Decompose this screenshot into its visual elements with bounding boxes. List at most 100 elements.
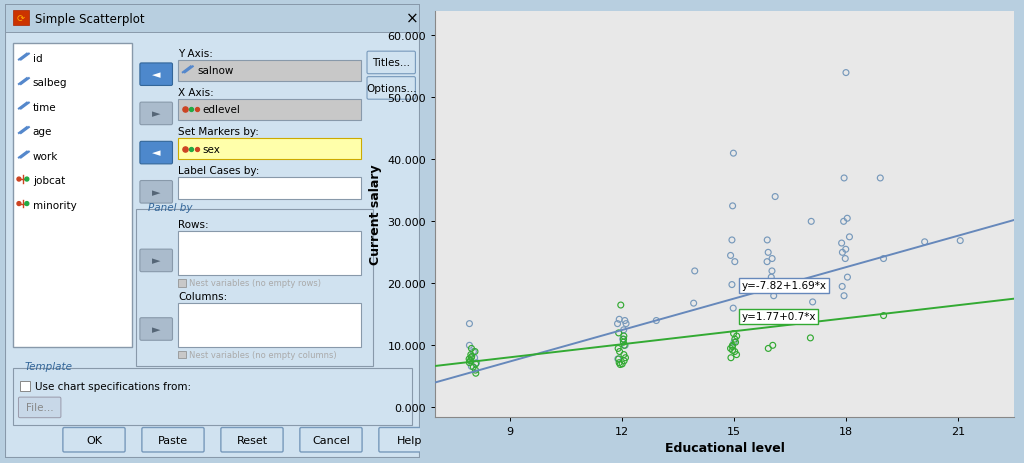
Text: Titles...: Titles... xyxy=(372,58,411,68)
Text: ×: × xyxy=(406,12,419,27)
X-axis label: Educational level: Educational level xyxy=(665,441,784,454)
Point xyxy=(188,146,205,153)
Point xyxy=(838,70,854,77)
Text: y=-7.82+1.69*x: y=-7.82+1.69*x xyxy=(741,281,826,291)
Text: Reset: Reset xyxy=(237,435,267,445)
FancyBboxPatch shape xyxy=(18,397,60,418)
Point xyxy=(466,354,482,362)
Point xyxy=(463,351,479,358)
Bar xyxy=(178,303,360,347)
Text: Rows:: Rows: xyxy=(178,219,209,230)
Point xyxy=(686,268,702,275)
Point xyxy=(612,302,629,309)
Point xyxy=(468,360,484,368)
Point xyxy=(615,336,632,343)
Text: jobcat: jobcat xyxy=(33,175,65,186)
Text: minority: minority xyxy=(33,200,77,210)
Point xyxy=(728,332,744,340)
Text: Use chart specifications from:: Use chart specifications from: xyxy=(35,381,190,391)
FancyBboxPatch shape xyxy=(140,250,172,272)
Text: ⟳: ⟳ xyxy=(16,14,25,24)
Point xyxy=(760,249,776,257)
Text: Cancel: Cancel xyxy=(312,435,350,445)
Point xyxy=(872,175,889,182)
Point xyxy=(727,258,743,266)
Point xyxy=(725,330,741,338)
Point xyxy=(876,312,892,319)
Point xyxy=(722,345,738,352)
Point xyxy=(727,339,743,346)
Point xyxy=(759,237,775,244)
Bar xyxy=(178,232,360,275)
Point xyxy=(724,347,740,354)
FancyBboxPatch shape xyxy=(142,427,204,452)
Text: Options...: Options... xyxy=(366,84,417,94)
Point xyxy=(840,274,856,281)
Point xyxy=(836,218,852,225)
Point xyxy=(616,317,633,325)
Text: File...: File... xyxy=(26,402,53,413)
Point xyxy=(617,320,634,328)
Text: time: time xyxy=(33,102,56,113)
Point xyxy=(611,348,628,356)
Point xyxy=(610,330,627,337)
Bar xyxy=(178,60,360,82)
Point xyxy=(685,300,701,307)
Text: Nest variables (no empty columns): Nest variables (no empty columns) xyxy=(188,350,337,359)
Point xyxy=(725,150,741,157)
Point xyxy=(461,359,477,367)
Point xyxy=(805,299,821,306)
Point xyxy=(188,106,205,114)
Point xyxy=(464,353,480,360)
Text: Y Axis:: Y Axis: xyxy=(178,49,213,58)
Point xyxy=(802,334,818,342)
Point xyxy=(463,363,479,370)
Point xyxy=(839,215,855,223)
Point xyxy=(615,326,632,334)
Bar xyxy=(13,369,412,425)
FancyBboxPatch shape xyxy=(367,52,416,75)
Point xyxy=(467,367,483,374)
FancyBboxPatch shape xyxy=(140,318,172,340)
Point xyxy=(724,281,740,288)
Point xyxy=(723,354,739,362)
Point xyxy=(724,203,740,210)
Point xyxy=(182,106,199,114)
Point xyxy=(461,320,477,328)
FancyBboxPatch shape xyxy=(367,77,416,100)
FancyBboxPatch shape xyxy=(140,103,172,125)
FancyBboxPatch shape xyxy=(379,427,441,452)
Point xyxy=(764,268,780,275)
Point xyxy=(615,351,632,358)
Point xyxy=(767,194,783,201)
Text: age: age xyxy=(33,127,52,137)
Point xyxy=(759,258,775,266)
Point xyxy=(610,356,627,363)
Point xyxy=(177,106,194,114)
Point xyxy=(724,237,740,244)
Point xyxy=(11,200,28,208)
Bar xyxy=(6,6,419,33)
Point xyxy=(617,354,634,362)
Point xyxy=(616,342,633,349)
Bar xyxy=(178,100,360,121)
Point xyxy=(465,348,481,356)
Point xyxy=(463,354,479,362)
Point xyxy=(18,200,35,208)
FancyBboxPatch shape xyxy=(140,64,172,86)
Point xyxy=(615,332,632,340)
Text: Template: Template xyxy=(25,362,73,371)
Text: Panel by: Panel by xyxy=(148,203,193,213)
Point xyxy=(763,274,779,281)
FancyBboxPatch shape xyxy=(62,427,125,452)
Text: id: id xyxy=(33,53,42,63)
Point xyxy=(614,360,631,368)
Point xyxy=(876,255,892,263)
Point xyxy=(722,252,738,260)
Text: Set Markers by:: Set Markers by: xyxy=(178,127,259,137)
Bar xyxy=(178,279,185,287)
Y-axis label: Current salary: Current salary xyxy=(369,164,382,264)
Bar xyxy=(19,381,30,391)
Text: Columns:: Columns: xyxy=(178,291,227,301)
Point xyxy=(611,316,628,323)
